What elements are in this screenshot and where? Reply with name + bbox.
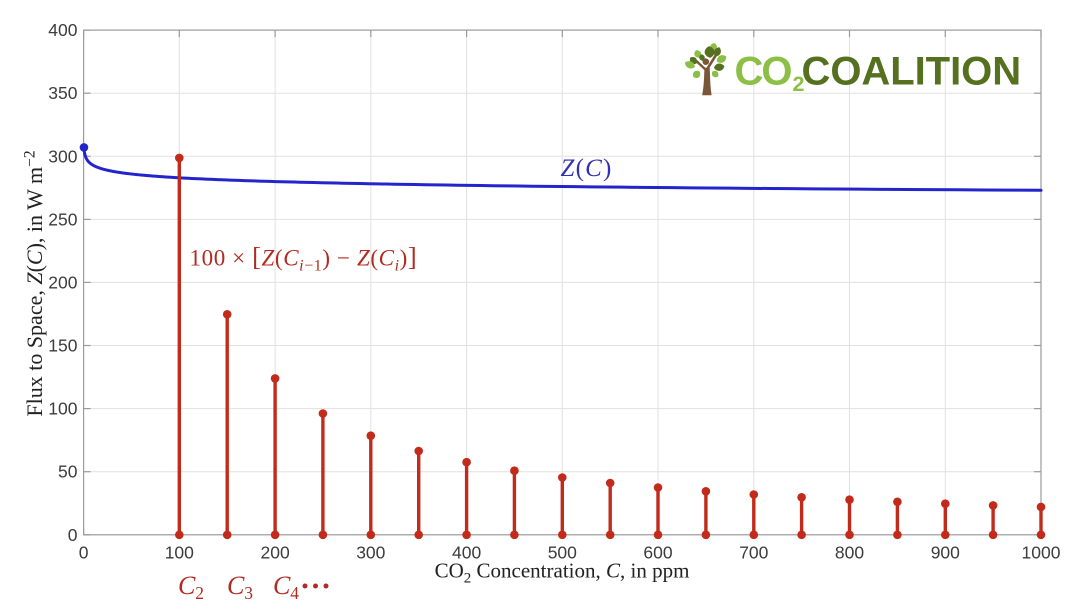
svg-text:CO2 Concentration, C, in ppm: CO2 Concentration, C, in ppm [435,559,690,587]
svg-text:100: 100 [48,399,77,419]
svg-text:300: 300 [356,543,385,563]
svg-text:CO: CO [735,49,792,93]
svg-text:100: 100 [165,543,194,563]
svg-text:1000: 1000 [1022,543,1061,563]
svg-text:600: 600 [643,543,672,563]
svg-text:350: 350 [48,83,77,103]
svg-text:0: 0 [68,525,78,545]
svg-text:500: 500 [548,543,577,563]
svg-text:Z(C): Z(C) [561,155,613,182]
svg-text:2: 2 [793,72,805,96]
svg-text:COALITION: COALITION [802,49,1022,93]
svg-text:900: 900 [931,543,960,563]
svg-text:Flux to Space, Z(C), in W m−2: Flux to Space, Z(C), in W m−2 [22,150,48,416]
svg-text:50: 50 [58,462,78,482]
svg-text:200: 200 [48,272,77,292]
svg-text:150: 150 [48,336,77,356]
svg-text:250: 250 [48,209,77,229]
svg-text:100 × [Z(Ci−1) − Z(Ci)]: 100 × [Z(Ci−1) − Z(Ci)] [190,242,418,275]
svg-text:C2: C2 [178,571,204,603]
svg-text:C4: C4 [273,571,299,603]
svg-text:200: 200 [260,543,289,563]
svg-text:0: 0 [79,543,89,563]
svg-text:400: 400 [48,20,77,40]
svg-text:700: 700 [739,543,768,563]
svg-text:800: 800 [835,543,864,563]
svg-text:400: 400 [452,543,481,563]
svg-text:C3: C3 [227,571,253,603]
svg-text:300: 300 [48,146,77,166]
